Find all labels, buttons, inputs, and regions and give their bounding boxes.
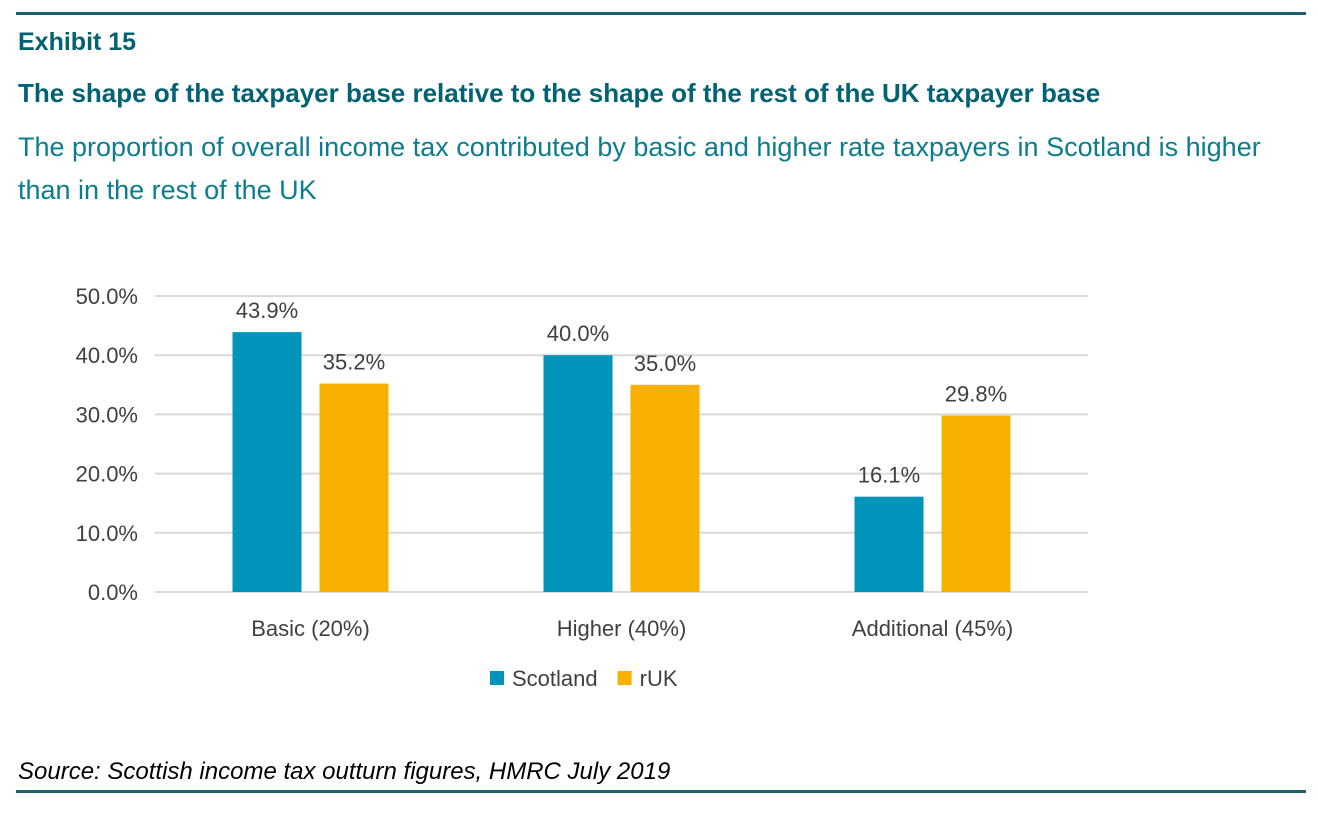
x-tick-label: Higher (40%) — [557, 616, 687, 641]
x-tick-label: Basic (20%) — [251, 616, 370, 641]
bar-scotland — [543, 355, 613, 592]
chart-subtitle: The proportion of overall income tax con… — [18, 132, 1261, 205]
bar-ruk — [630, 384, 700, 592]
data-label: 43.9% — [236, 298, 298, 323]
data-label: 40.0% — [547, 321, 609, 346]
y-tick-label: 10.0% — [76, 521, 138, 546]
data-label: 16.1% — [858, 463, 920, 488]
legend-swatch-ruk — [617, 671, 632, 685]
bar-ruk — [319, 383, 389, 592]
chart-title: The shape of the taxpayer base relative … — [18, 78, 1101, 108]
y-tick-label: 30.0% — [76, 402, 138, 427]
bottom-rule — [16, 790, 1306, 793]
data-label: 35.2% — [323, 350, 385, 375]
legend-label: Scotland — [512, 666, 598, 691]
y-tick-label: 40.0% — [76, 343, 138, 368]
legend-swatch-scotland — [490, 671, 504, 685]
top-rule — [16, 12, 1306, 15]
x-tick-label: Additional (45%) — [852, 616, 1013, 641]
exhibit-number: Exhibit 15 — [18, 28, 137, 56]
bar-ruk — [941, 415, 1011, 592]
y-tick-label: 20.0% — [76, 462, 138, 487]
y-tick-label: 0.0% — [88, 580, 138, 605]
legend-label: rUK — [640, 666, 678, 691]
bar-scotland — [232, 332, 302, 592]
bar-scotland — [854, 496, 924, 592]
data-label: 35.0% — [634, 351, 696, 376]
data-label: 29.8% — [945, 382, 1007, 407]
y-tick-label: 50.0% — [76, 284, 138, 309]
source-note: Source: Scottish income tax outturn figu… — [18, 758, 671, 785]
